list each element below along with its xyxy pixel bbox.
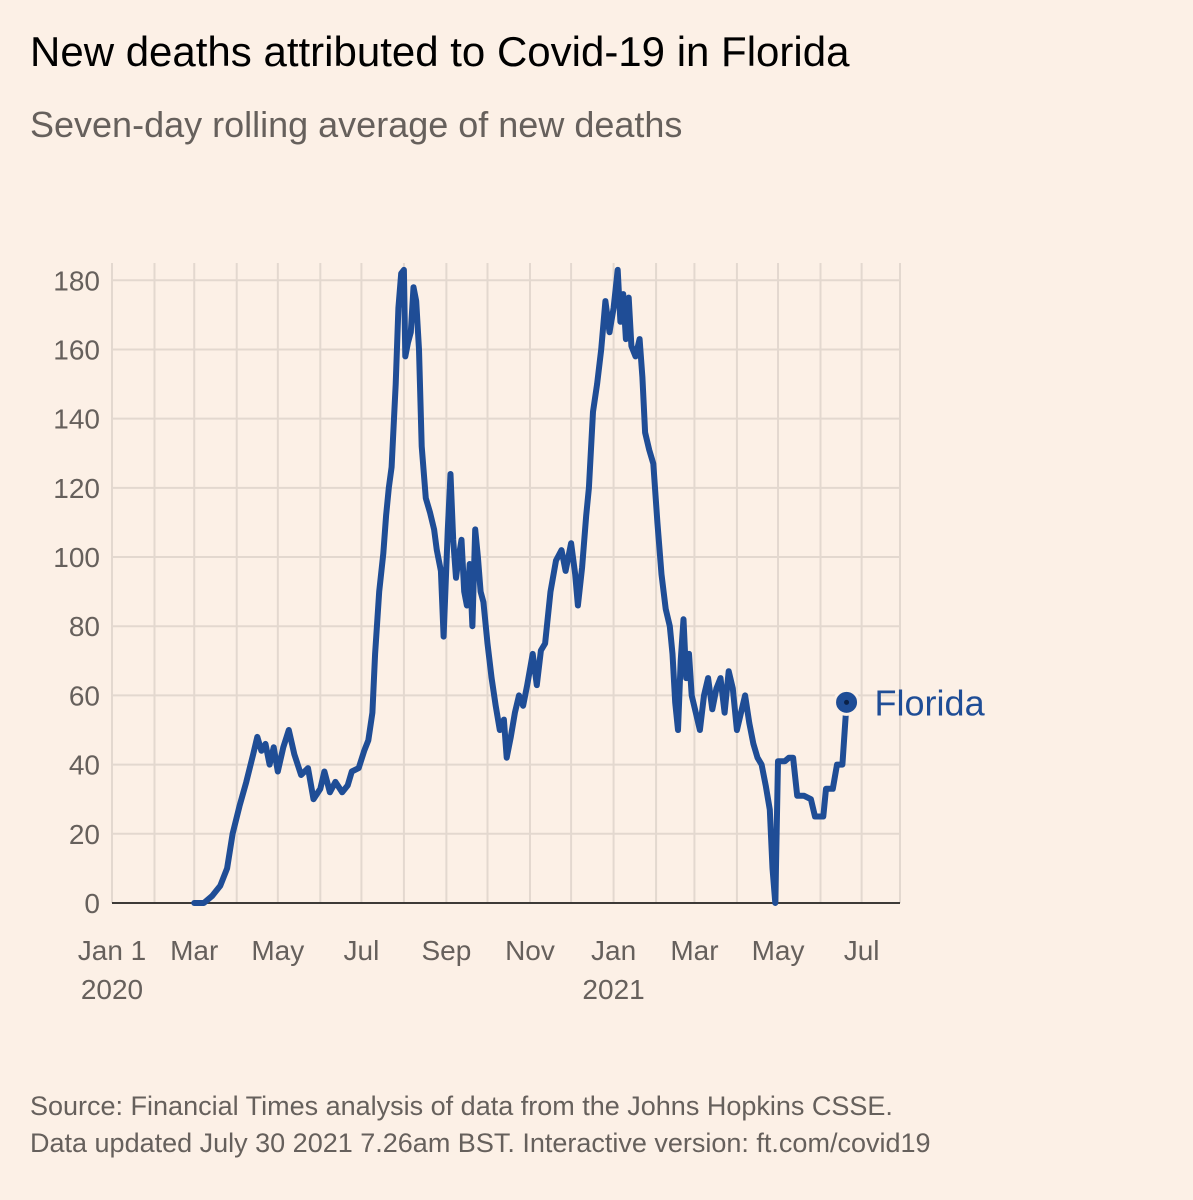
y-tick-label: 160 — [53, 334, 100, 365]
x-tick-label: Jul — [344, 935, 380, 966]
y-tick-label: 80 — [69, 611, 100, 642]
y-tick-label: 60 — [69, 680, 100, 711]
x-tick-label: Jan — [591, 935, 636, 966]
x-tick-label: Mar — [170, 935, 218, 966]
line-chart: 0 20 40 60 80 100 120 140 160 180 Jan 1 2020 Mar May J… — [53, 263, 986, 1005]
y-tick-label: 20 — [69, 819, 100, 850]
series-line-florida — [191, 266, 850, 906]
x-tick-label: Sep — [421, 935, 471, 966]
x-tick-label: May — [752, 935, 805, 966]
y-tick-label: 40 — [69, 750, 100, 781]
x-tick-sublabel: 2020 — [81, 974, 143, 1005]
x-tick-label: Nov — [505, 935, 555, 966]
y-tick-label: 0 — [84, 888, 100, 919]
x-tick-label: Jul — [844, 935, 880, 966]
chart-title: New deaths attributed to Covid-19 in Flo… — [30, 28, 850, 75]
y-tick-label: 140 — [53, 404, 100, 435]
y-tick-label: 100 — [53, 542, 100, 573]
y-tick-label: 120 — [53, 473, 100, 504]
source-note: Source: Financial Times analysis of data… — [30, 1088, 931, 1162]
x-tick-label: Mar — [670, 935, 718, 966]
x-tick-label: May — [251, 935, 304, 966]
x-tick-sublabel: 2021 — [582, 974, 644, 1005]
series-label: Florida — [875, 682, 986, 723]
source-line-2: Data updated July 30 2021 7.26am BST. In… — [30, 1128, 931, 1158]
y-tick-label: 180 — [53, 265, 100, 296]
x-tick-label: Jan 1 — [78, 935, 147, 966]
chart-subtitle: Seven-day rolling average of new deaths — [30, 104, 683, 145]
source-line-1: Source: Financial Times analysis of data… — [30, 1091, 893, 1121]
series-end-marker-dot — [844, 699, 850, 705]
